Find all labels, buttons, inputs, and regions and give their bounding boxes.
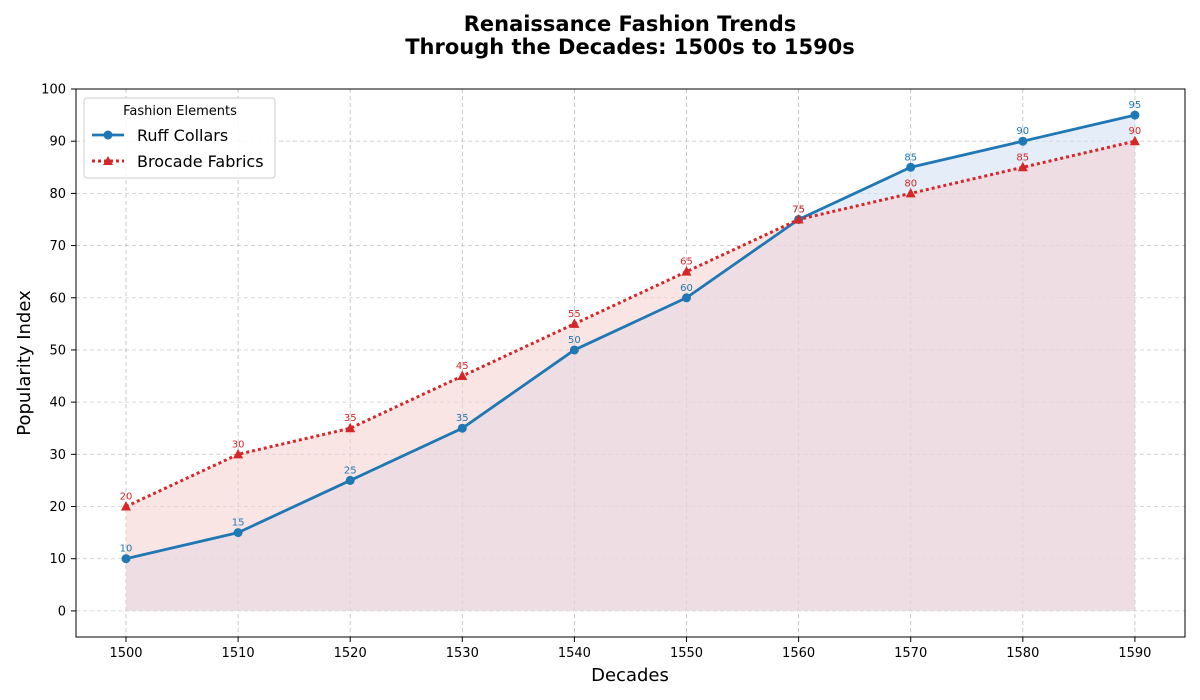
point-brocade-fabrics [793, 213, 804, 224]
data-label-ruff-collars: 50 [568, 335, 581, 346]
data-label-ruff-collars: 60 [680, 283, 693, 294]
y-tick-label: 40 [49, 396, 66, 411]
point-brocade-fabrics [233, 448, 244, 459]
data-label-brocade-fabrics: 75 [792, 204, 805, 215]
series-lines [125, 113, 1136, 561]
y-tick-label: 20 [49, 500, 66, 515]
y-axis-ticks: 0 10 20 30 40 50 60 70 80 90 100 [41, 83, 76, 619]
y-tick-label: 80 [49, 187, 66, 202]
x-tick-label: 1510 [222, 646, 255, 661]
point-brocade-fabrics [121, 501, 131, 511]
x-tick-label: 1560 [782, 646, 815, 661]
y-tick-label: 10 [49, 552, 66, 567]
point-brocade-fabrics [345, 422, 356, 433]
point-ruff-collars [682, 293, 691, 303]
x-axis-ticks: 1500 1510 1520 1530 1540 1550 1560 1570 1580 1590 [109, 637, 1151, 661]
data-label-ruff-collars: 95 [1129, 100, 1142, 111]
data-label-ruff-collars: 35 [456, 413, 469, 424]
data-label-brocade-fabrics: 35 [344, 413, 357, 424]
point-ruff-collars [457, 423, 467, 433]
line-ruff-collars [125, 113, 1136, 561]
x-tick-label: 1500 [109, 646, 142, 661]
y-tick-label: 30 [49, 448, 66, 463]
data-label-brocade-fabrics: 55 [568, 309, 581, 320]
data-label-ruff-collars: 75 [792, 204, 805, 215]
chart-title-line-1: Renaissance Fashion Trends [464, 12, 797, 36]
point-ruff-collars [1018, 136, 1028, 146]
x-tick-label: 1590 [1118, 646, 1151, 661]
data-label-ruff-collars: 85 [904, 152, 917, 163]
legend-box [83, 97, 276, 179]
y-tick-label: 70 [49, 239, 66, 254]
legend-marker-brocade-fabrics [103, 156, 113, 165]
data-label-brocade-fabrics: 30 [232, 439, 245, 450]
data-label-brocade-fabrics: 85 [1016, 152, 1029, 163]
data-label-brocade-fabrics: 65 [680, 257, 693, 268]
legend-title: Fashion Elements [123, 104, 237, 119]
y-tick-label: 60 [49, 291, 66, 306]
chart-title-line-2: Through the Decades: 1500s to 1590s [405, 35, 855, 59]
data-label-brocade-fabrics: 90 [1129, 126, 1142, 137]
data-label-ruff-collars: 25 [344, 465, 357, 476]
y-axis-label: Popularity Index [14, 290, 35, 436]
data-label-ruff-collars: 10 [120, 544, 133, 555]
data-label-ruff-collars: 90 [1016, 126, 1029, 137]
point-ruff-collars [121, 554, 131, 564]
series-markers [121, 110, 1140, 564]
point-brocade-fabrics [905, 187, 916, 198]
point-ruff-collars [345, 475, 355, 485]
legend-label-ruff-collars: Ruff Collars [137, 126, 228, 145]
y-tick-label: 90 [49, 135, 66, 150]
x-tick-label: 1520 [334, 646, 367, 661]
area-brocade-fabrics [126, 141, 1135, 611]
point-brocade-fabrics [569, 318, 580, 328]
point-ruff-collars [233, 528, 243, 538]
point-brocade-fabrics [1017, 161, 1028, 172]
x-tick-label: 1530 [446, 646, 479, 661]
y-tick-label: 50 [49, 343, 66, 358]
data-label-brocade-fabrics: 20 [120, 492, 133, 503]
point-ruff-collars [1130, 110, 1140, 120]
data-label-ruff-collars: 15 [232, 518, 245, 529]
data-label-brocade-fabrics: 80 [904, 178, 917, 189]
area-fills [126, 115, 1135, 611]
x-tick-label: 1580 [1006, 646, 1039, 661]
x-axis-label: Decades [591, 665, 669, 686]
y-tick-label: 0 [58, 604, 66, 619]
x-tick-label: 1570 [894, 646, 927, 661]
y-tick-label: 100 [41, 83, 66, 98]
point-ruff-collars [906, 162, 916, 172]
point-brocade-fabrics [457, 370, 468, 381]
point-brocade-fabrics [681, 266, 692, 276]
legend-label-brocade-fabrics: Brocade Fabrics [137, 152, 264, 171]
point-brocade-fabrics [1129, 135, 1140, 146]
x-tick-label: 1540 [558, 646, 591, 661]
x-tick-label: 1550 [670, 646, 703, 661]
plot-frame [75, 88, 1186, 638]
legend-marker-ruff-collars [103, 130, 113, 140]
point-ruff-collars [569, 345, 579, 355]
data-label-brocade-fabrics: 45 [456, 361, 469, 372]
line-brocade-fabrics [125, 139, 1136, 508]
legend: Fashion Elements Ruff Collars Brocade Fa… [83, 97, 276, 179]
